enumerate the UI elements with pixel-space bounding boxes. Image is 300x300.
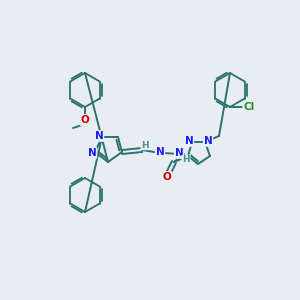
Text: O: O <box>163 172 171 182</box>
Text: Cl: Cl <box>243 102 255 112</box>
Text: N: N <box>204 136 212 146</box>
Text: O: O <box>81 115 89 125</box>
Text: N: N <box>175 148 183 158</box>
Text: N: N <box>156 147 164 157</box>
Text: N: N <box>94 131 103 141</box>
Text: H: H <box>182 155 190 164</box>
Text: H: H <box>141 140 149 149</box>
Text: N: N <box>184 136 194 146</box>
Text: N: N <box>88 148 96 158</box>
